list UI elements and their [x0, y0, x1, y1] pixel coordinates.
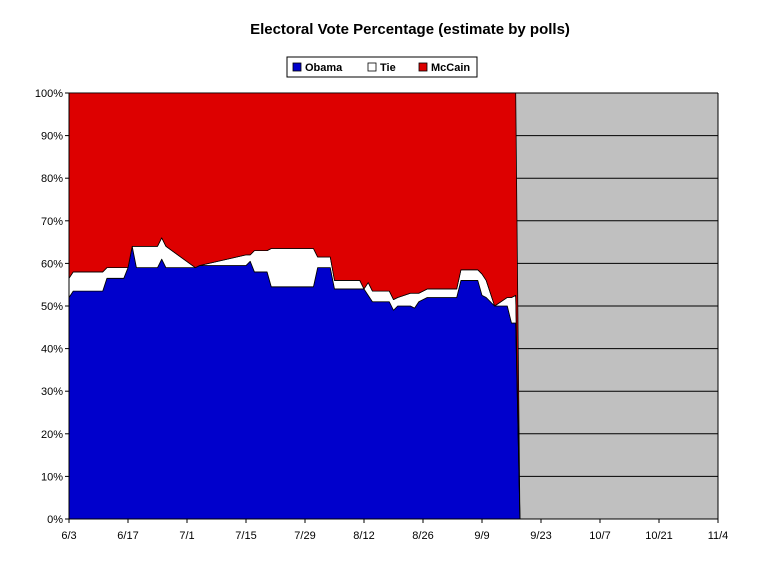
y-tick-label: 30%	[41, 386, 63, 398]
legend-box	[286, 56, 478, 78]
x-tick-label: 9/23	[530, 530, 551, 542]
area-mccain	[68, 92, 521, 520]
x-tick-label: 8/26	[412, 530, 433, 542]
y-tick-label: 40%	[41, 344, 63, 356]
legend-label-mccain: McCain	[431, 62, 470, 74]
x-axis: 6/3 6/17 7/1 7/15 7/29 8/12 8/26 9/9 9/23 10/7 10/…	[61, 519, 728, 542]
y-tick-label: 10%	[41, 471, 63, 483]
x-tick-label: 7/15	[235, 530, 256, 542]
y-tick-label: 80%	[41, 173, 63, 185]
y-tick-label: 70%	[41, 216, 63, 228]
y-axis: 0% 10% 20% 30% 40% 50% 60% 70% 80% 90% 100%	[35, 88, 69, 526]
legend-label-obama: Obama	[305, 62, 343, 74]
y-tick-label: 100%	[35, 88, 63, 100]
legend-swatch-obama	[292, 62, 302, 72]
x-tick-label: 10/21	[645, 530, 673, 542]
legend-swatch-tie	[367, 62, 377, 72]
legend: Obama Tie McCain	[286, 56, 478, 78]
x-tick-label: 8/12	[353, 530, 374, 542]
x-tick-label: 11/4	[708, 530, 729, 542]
x-tick-label: 9/9	[474, 530, 489, 542]
chart-title: Electoral Vote Percentage (estimate by p…	[250, 21, 570, 38]
y-tick-label: 50%	[41, 301, 63, 313]
y-tick-label: 0%	[47, 514, 63, 526]
x-tick-label: 10/7	[589, 530, 610, 542]
legend-swatch-mccain	[418, 62, 428, 72]
plot-area	[68, 92, 719, 520]
x-tick-label: 6/17	[117, 530, 138, 542]
x-tick-label: 6/3	[61, 530, 76, 542]
y-tick-label: 90%	[41, 131, 63, 143]
y-tick-label: 20%	[41, 429, 63, 441]
y-tick-label: 60%	[41, 258, 63, 270]
x-tick-label: 7/29	[294, 530, 315, 542]
x-tick-label: 7/1	[179, 530, 194, 542]
legend-label-tie: Tie	[380, 62, 396, 74]
